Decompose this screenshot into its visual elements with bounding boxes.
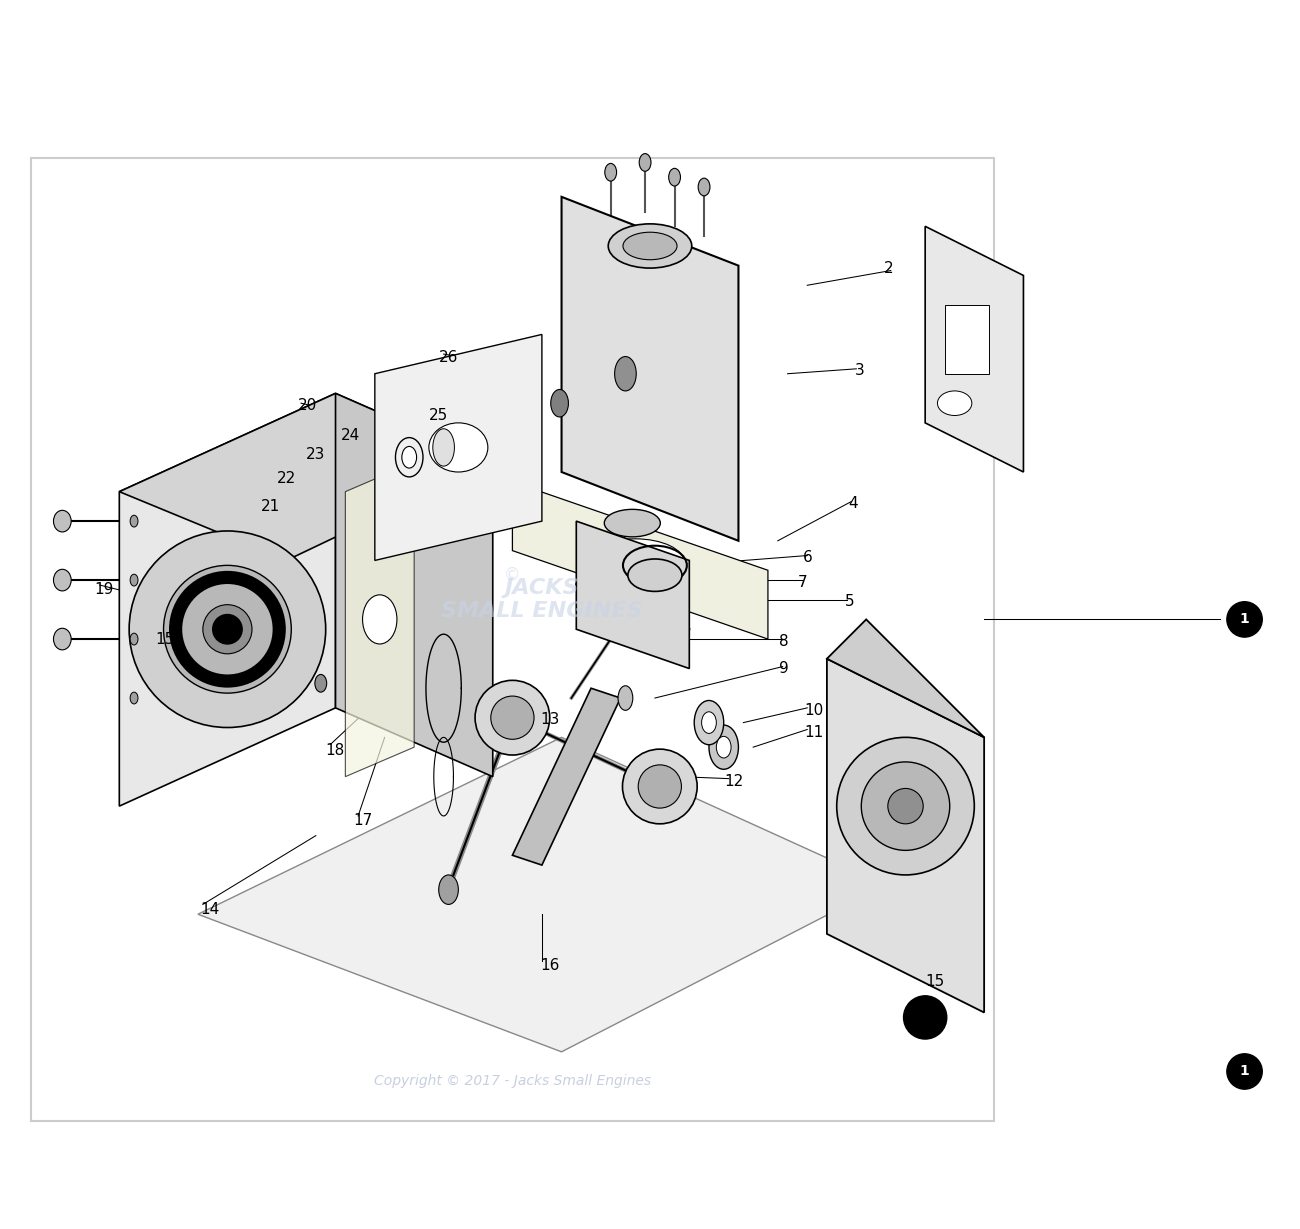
Text: 16: 16 xyxy=(540,957,559,973)
Text: 9: 9 xyxy=(779,661,789,676)
Ellipse shape xyxy=(604,509,660,537)
Circle shape xyxy=(862,762,950,850)
Ellipse shape xyxy=(937,391,972,415)
Ellipse shape xyxy=(608,224,692,268)
Ellipse shape xyxy=(53,510,72,532)
Ellipse shape xyxy=(363,595,396,644)
Ellipse shape xyxy=(604,163,616,181)
Polygon shape xyxy=(827,619,984,737)
Ellipse shape xyxy=(130,515,138,527)
Ellipse shape xyxy=(53,569,72,591)
Text: 3: 3 xyxy=(854,364,864,379)
Circle shape xyxy=(213,614,242,644)
Text: 11: 11 xyxy=(805,725,823,740)
Circle shape xyxy=(203,605,252,654)
Circle shape xyxy=(129,531,326,728)
Text: 24: 24 xyxy=(341,428,360,444)
Ellipse shape xyxy=(623,232,677,259)
Ellipse shape xyxy=(618,686,633,710)
Text: 7: 7 xyxy=(797,575,807,590)
Text: 4: 4 xyxy=(849,497,858,511)
Ellipse shape xyxy=(716,736,731,758)
Ellipse shape xyxy=(53,628,72,650)
Ellipse shape xyxy=(708,725,738,769)
Polygon shape xyxy=(926,226,1023,472)
Bar xyxy=(31,157,994,1121)
Text: 19: 19 xyxy=(95,583,114,597)
Text: JACKS
SMALL ENGINES: JACKS SMALL ENGINES xyxy=(441,578,642,622)
Text: 1: 1 xyxy=(1240,612,1249,627)
Circle shape xyxy=(1227,1053,1262,1089)
Text: 26: 26 xyxy=(438,349,458,365)
Text: 25: 25 xyxy=(429,408,448,424)
Polygon shape xyxy=(198,737,885,1052)
Polygon shape xyxy=(120,393,335,806)
Ellipse shape xyxy=(130,692,138,704)
Circle shape xyxy=(1227,602,1262,637)
Circle shape xyxy=(903,995,946,1039)
Polygon shape xyxy=(335,393,493,777)
Polygon shape xyxy=(562,197,738,541)
Polygon shape xyxy=(512,482,768,639)
Bar xyxy=(945,305,989,374)
Text: 15: 15 xyxy=(156,632,176,646)
Text: 23: 23 xyxy=(306,447,325,462)
Text: 1: 1 xyxy=(1240,1064,1249,1079)
Text: 2: 2 xyxy=(884,261,893,277)
Ellipse shape xyxy=(438,875,459,905)
Text: 17: 17 xyxy=(354,814,373,828)
Text: 10: 10 xyxy=(805,703,823,718)
Circle shape xyxy=(888,789,923,823)
Ellipse shape xyxy=(702,712,716,734)
Circle shape xyxy=(474,681,550,755)
Ellipse shape xyxy=(130,633,138,645)
Ellipse shape xyxy=(698,178,710,195)
Ellipse shape xyxy=(628,559,682,591)
Text: ©: © xyxy=(504,567,521,584)
Text: 8: 8 xyxy=(779,633,788,649)
Text: 15: 15 xyxy=(926,973,944,988)
Text: 13: 13 xyxy=(540,712,559,728)
Circle shape xyxy=(837,737,974,875)
Polygon shape xyxy=(827,659,984,1013)
Ellipse shape xyxy=(668,168,680,186)
Ellipse shape xyxy=(640,154,651,171)
Circle shape xyxy=(164,565,291,693)
Text: Copyright © 2017 - Jacks Small Engines: Copyright © 2017 - Jacks Small Engines xyxy=(374,1074,651,1089)
Text: 21: 21 xyxy=(261,499,280,514)
Ellipse shape xyxy=(694,701,724,745)
Text: 22: 22 xyxy=(277,472,296,487)
Ellipse shape xyxy=(551,390,568,417)
Polygon shape xyxy=(374,334,542,560)
Ellipse shape xyxy=(130,574,138,586)
Polygon shape xyxy=(346,462,415,777)
Ellipse shape xyxy=(433,429,455,466)
Circle shape xyxy=(491,696,534,740)
Ellipse shape xyxy=(429,423,488,472)
Text: 14: 14 xyxy=(200,902,220,917)
Polygon shape xyxy=(576,521,689,669)
Circle shape xyxy=(638,764,681,809)
Ellipse shape xyxy=(402,446,416,468)
Text: 6: 6 xyxy=(803,551,812,565)
Ellipse shape xyxy=(315,675,326,692)
Ellipse shape xyxy=(586,538,684,586)
Polygon shape xyxy=(512,688,620,865)
Text: 5: 5 xyxy=(845,595,854,610)
Text: 18: 18 xyxy=(326,742,344,757)
Wedge shape xyxy=(170,573,285,686)
Circle shape xyxy=(623,750,697,823)
Text: 12: 12 xyxy=(724,774,744,789)
Ellipse shape xyxy=(615,356,636,391)
Polygon shape xyxy=(120,393,493,560)
Text: 20: 20 xyxy=(298,398,317,413)
